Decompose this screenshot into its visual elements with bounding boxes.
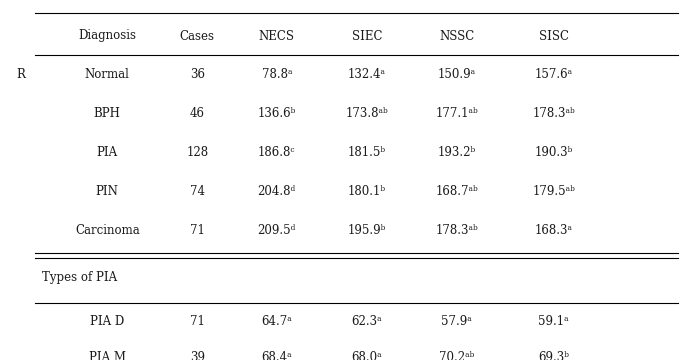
Text: SIEC: SIEC	[352, 30, 382, 42]
Text: 204.8ᵈ: 204.8ᵈ	[257, 185, 296, 198]
Text: 157.6ᵃ: 157.6ᵃ	[534, 68, 573, 81]
Text: 39: 39	[190, 351, 205, 360]
Text: 186.8ᶜ: 186.8ᶜ	[258, 146, 295, 159]
Text: 209.5ᵈ: 209.5ᵈ	[257, 224, 296, 237]
Text: 178.3ᵃᵇ: 178.3ᵃᵇ	[532, 107, 575, 120]
Text: 36: 36	[190, 68, 205, 81]
Text: 190.3ᵇ: 190.3ᵇ	[534, 146, 573, 159]
Text: PIA: PIA	[97, 146, 118, 159]
Text: 78.8ᵃ: 78.8ᵃ	[262, 68, 292, 81]
Text: 181.5ᵇ: 181.5ᵇ	[347, 146, 386, 159]
Text: 62.3ᵃ: 62.3ᵃ	[352, 315, 382, 328]
Text: 173.8ᵃᵇ: 173.8ᵃᵇ	[345, 107, 388, 120]
Text: 195.9ᵇ: 195.9ᵇ	[347, 224, 386, 237]
Text: 136.6ᵇ: 136.6ᵇ	[257, 107, 296, 120]
Text: 180.1ᵇ: 180.1ᵇ	[347, 185, 386, 198]
Text: Normal: Normal	[85, 68, 129, 81]
Text: SISC: SISC	[538, 30, 569, 42]
Text: 193.2ᵇ: 193.2ᵇ	[437, 146, 476, 159]
Text: PIA D: PIA D	[90, 315, 125, 328]
Text: 132.4ᵃ: 132.4ᵃ	[348, 68, 385, 81]
Text: 168.3ᵃ: 168.3ᵃ	[535, 224, 572, 237]
Text: Cases: Cases	[180, 30, 215, 42]
Text: PIN: PIN	[95, 185, 119, 198]
Text: R: R	[17, 68, 25, 81]
Text: 71: 71	[190, 224, 205, 237]
Text: 68.4ᵃ: 68.4ᵃ	[262, 351, 292, 360]
Text: PIA M: PIA M	[89, 351, 126, 360]
Text: NECS: NECS	[259, 30, 295, 42]
Text: 46: 46	[190, 107, 205, 120]
Text: 69.3ᵇ: 69.3ᵇ	[538, 351, 569, 360]
Text: 70.2ᵃᵇ: 70.2ᵃᵇ	[439, 351, 475, 360]
Text: 64.7ᵃ: 64.7ᵃ	[262, 315, 292, 328]
Text: 71: 71	[190, 315, 205, 328]
Text: Carcinoma: Carcinoma	[75, 224, 140, 237]
Text: 179.5ᵃᵇ: 179.5ᵃᵇ	[532, 185, 575, 198]
Text: 168.7ᵃᵇ: 168.7ᵃᵇ	[435, 185, 478, 198]
Text: 128: 128	[186, 146, 208, 159]
Text: Types of PIA: Types of PIA	[42, 271, 117, 284]
Text: NSSC: NSSC	[439, 30, 474, 42]
Text: 177.1ᵃᵇ: 177.1ᵃᵇ	[435, 107, 478, 120]
Text: Diagnosis: Diagnosis	[78, 30, 136, 42]
Text: 74: 74	[190, 185, 205, 198]
Text: 150.9ᵃ: 150.9ᵃ	[437, 68, 476, 81]
Text: 57.9ᵃ: 57.9ᵃ	[441, 315, 472, 328]
Text: 59.1ᵃ: 59.1ᵃ	[538, 315, 569, 328]
Text: 68.0ᵃ: 68.0ᵃ	[352, 351, 382, 360]
Text: 178.3ᵃᵇ: 178.3ᵃᵇ	[435, 224, 478, 237]
Text: BPH: BPH	[94, 107, 120, 120]
